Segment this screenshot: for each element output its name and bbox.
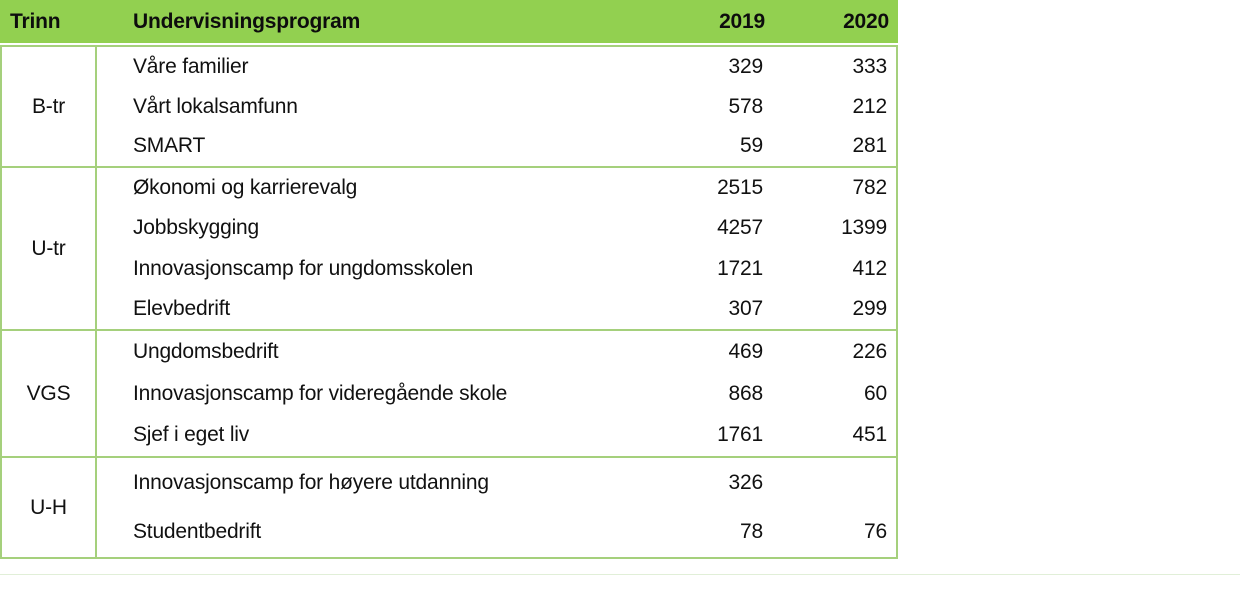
program-name: Studentbedrift	[133, 520, 261, 544]
value-2020: 281	[852, 134, 888, 158]
value-2019: 1721	[717, 256, 763, 280]
value-2020: 60	[864, 381, 887, 405]
header-cell-2019: 2019	[719, 9, 765, 33]
table-row: Økonomi og karrierevalg 2515 782	[97, 168, 896, 208]
group-u-tr: U-tr Økonomi og karrierevalg 2515 782 Jo…	[2, 168, 896, 331]
table-row: SMART 59 281	[97, 126, 896, 166]
program-name: SMART	[133, 134, 206, 158]
value-2019: 2515	[717, 176, 763, 200]
program-name: Ungdomsbedrift	[133, 339, 279, 363]
table-row: Ungdomsbedrift 469 226	[97, 331, 896, 373]
header-cell-program: Undervisningsprogram	[133, 9, 361, 33]
group-u-h: U-H Innovasjonscamp for høyere utdanning…	[2, 458, 896, 557]
value-2019: 578	[728, 94, 764, 118]
table-row: Elevbedrift 307 299	[97, 289, 896, 329]
trinn-label: B-tr	[2, 47, 97, 166]
value-2019: 469	[728, 339, 764, 363]
value-2019: 326	[728, 470, 764, 494]
value-2020: 782	[852, 176, 888, 200]
value-2020: 1399	[841, 216, 887, 240]
value-2019: 4257	[717, 216, 763, 240]
value-2020: 76	[864, 520, 887, 544]
value-2019: 307	[728, 296, 764, 320]
program-name: Sjef i eget liv	[133, 423, 250, 447]
value-2019: 329	[728, 54, 764, 78]
program-name: Jobbskygging	[133, 216, 260, 240]
table-row: Vårt lokalsamfunn 578 212	[97, 87, 896, 127]
program-name: Våre familier	[133, 54, 249, 78]
table-row: Innovasjonscamp for ungdomsskolen 1721 4…	[97, 249, 896, 289]
table-row: Studentbedrift 78 76	[97, 508, 896, 558]
table-header-row: Trinn Undervisningsprogram 2019 2020	[0, 0, 898, 43]
trinn-label: U-tr	[2, 168, 97, 329]
program-name: Innovasjonscamp for høyere utdanning	[133, 470, 489, 494]
group-rows: Våre familier 329 333 Vårt lokalsamfunn …	[97, 47, 896, 166]
trinn-label: VGS	[2, 331, 97, 456]
program-name: Elevbedrift	[133, 296, 231, 320]
group-rows: Økonomi og karrierevalg 2515 782 Jobbsky…	[97, 168, 896, 329]
value-2020: 212	[852, 94, 888, 118]
value-2020: 299	[852, 296, 888, 320]
table-row: Våre familier 329 333	[97, 47, 896, 87]
value-2019: 59	[740, 134, 763, 158]
program-name: Innovasjonscamp for ungdomsskolen	[133, 256, 474, 280]
table-row: Innovasjonscamp for høyere utdanning 326	[97, 458, 896, 508]
slide-edge-line	[0, 574, 1240, 575]
value-2019: 1761	[717, 423, 763, 447]
table-row: Jobbskygging 4257 1399	[97, 208, 896, 248]
group-rows: Innovasjonscamp for høyere utdanning 326…	[97, 458, 896, 557]
program-name: Innovasjonscamp for videregående skole	[133, 381, 508, 405]
trinn-label: U-H	[2, 458, 97, 557]
value-2020: 333	[852, 54, 888, 78]
table-body: B-tr Våre familier 329 333 Vårt lokalsam…	[0, 45, 898, 559]
program-name: Vårt lokalsamfunn	[133, 94, 298, 118]
header-cell-2020: 2020	[843, 9, 889, 33]
value-2020: 226	[852, 339, 888, 363]
value-2020: 412	[852, 256, 888, 280]
program-name: Økonomi og karrierevalg	[133, 176, 358, 200]
group-b-tr: B-tr Våre familier 329 333 Vårt lokalsam…	[2, 47, 896, 168]
value-2020: 451	[852, 423, 888, 447]
value-2019: 868	[728, 381, 764, 405]
group-vgs: VGS Ungdomsbedrift 469 226 Innovasjonsca…	[2, 331, 896, 458]
value-2019: 78	[740, 520, 763, 544]
group-rows: Ungdomsbedrift 469 226 Innovasjonscamp f…	[97, 331, 896, 456]
table-row: Innovasjonscamp for videregående skole 8…	[97, 373, 896, 415]
table-row: Sjef i eget liv 1761 451	[97, 414, 896, 456]
header-cell-trinn: Trinn	[10, 9, 61, 33]
